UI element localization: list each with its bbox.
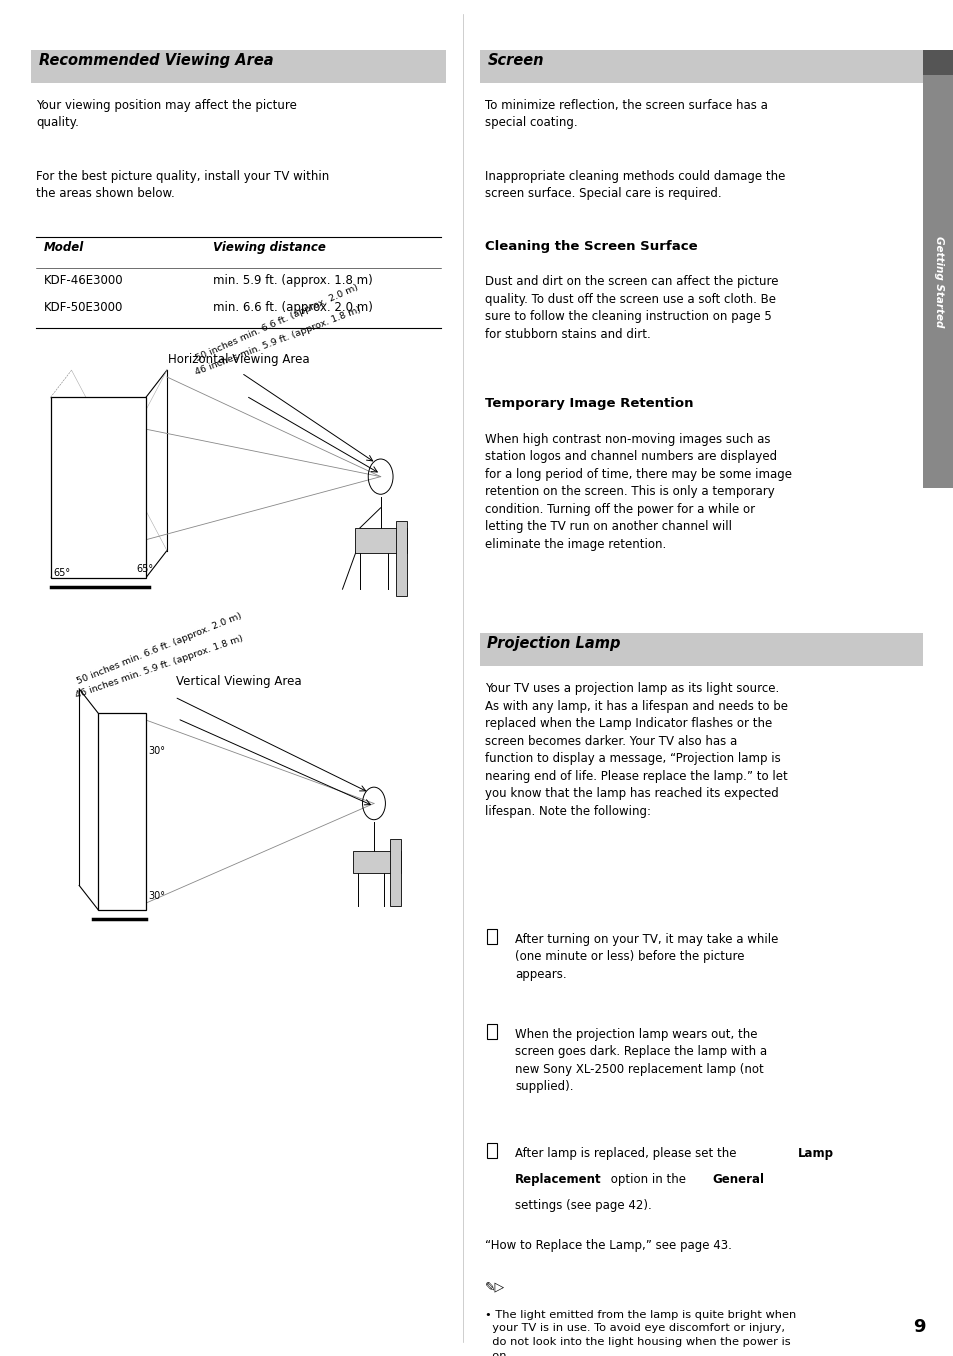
Bar: [486, 1143, 497, 1158]
Text: When high contrast non-moving images such as
station logos and channel numbers a: When high contrast non-moving images suc…: [484, 433, 791, 551]
Text: Inappropriate cleaning methods could damage the
screen surface. Special care is : Inappropriate cleaning methods could dam…: [484, 170, 784, 199]
Bar: [353, 852, 400, 873]
Text: Vertical Viewing Area: Vertical Viewing Area: [175, 675, 301, 689]
Text: To minimize reflection, the screen surface has a
special coating.: To minimize reflection, the screen surfa…: [484, 99, 767, 129]
Text: Replacement: Replacement: [515, 1173, 601, 1186]
Text: min. 5.9 ft. (approx. 1.8 m): min. 5.9 ft. (approx. 1.8 m): [213, 274, 372, 287]
Text: KDF-46E3000: KDF-46E3000: [44, 274, 123, 287]
Bar: [31, 50, 445, 83]
Text: 65°: 65°: [136, 564, 153, 574]
Text: ✎▷: ✎▷: [484, 1280, 504, 1294]
Text: For the best picture quality, install your TV within
the areas shown below.: For the best picture quality, install yo…: [36, 170, 329, 199]
Text: settings (see page 42).: settings (see page 42).: [515, 1199, 651, 1212]
Bar: [923, 75, 953, 488]
Bar: [479, 50, 922, 83]
Text: When the projection lamp wears out, the
screen goes dark. Replace the lamp with : When the projection lamp wears out, the …: [515, 1028, 766, 1093]
Text: 46 inches min. 5.9 ft. (approx. 1.8 m): 46 inches min. 5.9 ft. (approx. 1.8 m): [193, 305, 361, 377]
Bar: [98, 713, 146, 910]
Text: 30°: 30°: [148, 891, 165, 900]
Bar: [479, 633, 922, 666]
Text: After turning on your TV, it may take a while
(one minute or less) before the pi: After turning on your TV, it may take a …: [515, 933, 778, 980]
Bar: [355, 529, 407, 553]
Text: Your viewing position may affect the picture
quality.: Your viewing position may affect the pic…: [36, 99, 296, 129]
Bar: [390, 839, 400, 907]
Text: Cleaning the Screen Surface: Cleaning the Screen Surface: [484, 240, 697, 254]
Text: 50 inches min. 6.6 ft. (approx. 2.0 m): 50 inches min. 6.6 ft. (approx. 2.0 m): [194, 283, 360, 363]
Text: Getting Started: Getting Started: [933, 236, 943, 327]
Text: Temporary Image Retention: Temporary Image Retention: [484, 397, 693, 411]
Text: General: General: [712, 1173, 764, 1186]
Text: 9: 9: [912, 1318, 924, 1336]
Text: 65°: 65°: [53, 568, 71, 578]
Bar: [395, 522, 407, 597]
Bar: [486, 929, 497, 944]
Text: Model: Model: [44, 241, 84, 255]
Text: option in the: option in the: [606, 1173, 689, 1186]
Bar: [486, 1024, 497, 1039]
Text: Projection Lamp: Projection Lamp: [487, 636, 620, 651]
Text: Your TV uses a projection lamp as its light source.
As with any lamp, it has a l: Your TV uses a projection lamp as its li…: [484, 682, 787, 818]
Text: min. 6.6 ft. (approx. 2.0 m): min. 6.6 ft. (approx. 2.0 m): [213, 301, 373, 315]
Text: Horizontal Viewing Area: Horizontal Viewing Area: [168, 353, 309, 366]
Text: Recommended Viewing Area: Recommended Viewing Area: [39, 53, 274, 68]
Text: • The light emitted from the lamp is quite bright when
  your TV is in use. To a: • The light emitted from the lamp is qui…: [484, 1310, 795, 1356]
Bar: [51, 397, 146, 578]
Text: Viewing distance: Viewing distance: [213, 241, 325, 255]
Text: 46 inches min. 5.9 ft. (approx. 1.8 m): 46 inches min. 5.9 ft. (approx. 1.8 m): [74, 633, 245, 700]
Text: KDF-50E3000: KDF-50E3000: [44, 301, 123, 315]
Bar: [923, 50, 953, 75]
Text: 50 inches min. 6.6 ft. (approx. 2.0 m): 50 inches min. 6.6 ft. (approx. 2.0 m): [75, 612, 243, 686]
Text: “How to Replace the Lamp,” see page 43.: “How to Replace the Lamp,” see page 43.: [484, 1239, 731, 1253]
Text: Screen: Screen: [487, 53, 543, 68]
Text: 30°: 30°: [148, 746, 165, 755]
Text: After lamp is replaced, please set the: After lamp is replaced, please set the: [515, 1147, 740, 1161]
Text: Dust and dirt on the screen can affect the picture
quality. To dust off the scre: Dust and dirt on the screen can affect t…: [484, 275, 778, 340]
Text: Lamp: Lamp: [797, 1147, 833, 1161]
